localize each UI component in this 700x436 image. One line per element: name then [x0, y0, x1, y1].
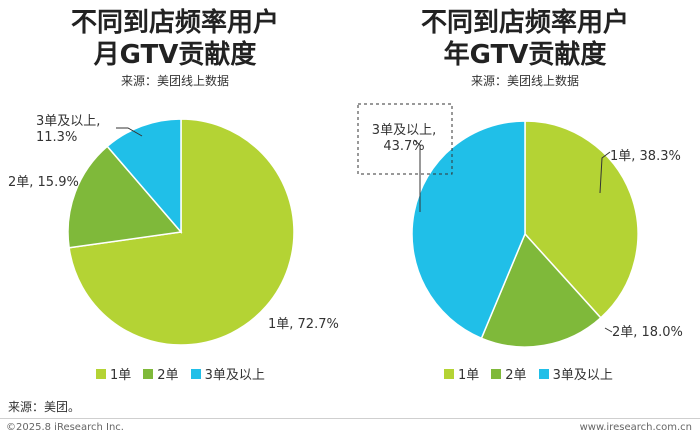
legend-item: 1单 — [444, 364, 479, 383]
legend-item: 3单及以上 — [538, 364, 613, 383]
source-note: 来源：美团。 — [8, 400, 81, 414]
legend-item: 2单 — [491, 364, 527, 383]
legend-label: 1单 — [458, 368, 480, 383]
slice-label: 2单, 15.9% — [8, 175, 79, 190]
legend-swatch — [491, 368, 502, 379]
legend-swatch — [444, 368, 454, 379]
legend-label: 3单及以上 — [552, 368, 613, 383]
chart-title-line1: 不同到店频率用户 — [420, 8, 629, 38]
legend-annual: 1单 2单 3单及以上 — [444, 364, 625, 383]
chart-subtitle: 来源：美团线上数据 — [470, 74, 579, 88]
pie-chart-monthly: 1单, 72.7% 2单, 15.9% 3单及以上,11.3% — [8, 114, 339, 346]
pie-slice — [67, 145, 183, 249]
legend-monthly: 1单 2单 3单及以上 — [96, 364, 277, 383]
legend-label: 3单及以上 — [204, 368, 265, 383]
pie-slice — [524, 120, 639, 319]
pie-slice — [106, 118, 182, 235]
chart-monthly-gtv: 不同到店频率用户 月GTV贡献度 来源：美团线上数据 1单, 72.7% 2单, … — [0, 0, 350, 400]
highlight-box — [357, 103, 453, 175]
legend-label: 2单 — [505, 368, 527, 383]
legend-label: 1单 — [110, 368, 132, 383]
label-leader-line — [413, 139, 421, 212]
legend-item: 1单 — [96, 364, 131, 383]
website-link: www.iresearch.com.cn — [579, 422, 692, 433]
label-leader-line — [116, 127, 143, 137]
pie-chart-annual: 1单, 38.3% 2单, 18.0% 3单及以上,43.7% — [357, 103, 683, 348]
legend-swatch — [143, 368, 154, 379]
slice-label: 11.3% — [36, 130, 77, 145]
legend-label: 2单 — [157, 368, 179, 383]
chart-annual-gtv: 不同到店频率用户 年GTV贡献度 来源：美团线上数据 1单, 38.3% 2单, … — [350, 0, 700, 400]
copyright-text: ©2025.8 iResearch Inc. — [6, 422, 124, 433]
pie-slice — [411, 120, 526, 340]
chart-title-line1: 不同到店频率用户 — [70, 8, 279, 38]
slice-label: 3单及以上, — [36, 114, 100, 129]
chart-subtitle: 来源：美团线上数据 — [120, 74, 229, 88]
label-leader-line — [604, 327, 613, 333]
slice-label: 1单, 72.7% — [268, 317, 339, 332]
legend-item: 2单 — [143, 364, 179, 383]
slice-label: 3单及以上, — [372, 123, 436, 138]
slice-label: 2单, 18.0% — [612, 325, 683, 340]
pie-slice — [480, 232, 602, 348]
legend-swatch — [538, 368, 549, 379]
chart-title-line2: 月GTV贡献度 — [93, 40, 257, 70]
legend-swatch — [96, 368, 106, 379]
legend-swatch — [190, 368, 201, 379]
label-leader-line — [599, 151, 611, 194]
legend-item: 3单及以上 — [190, 364, 265, 383]
slice-label: 43.7% — [383, 139, 424, 154]
slice-label: 1单, 38.3% — [610, 149, 681, 164]
footer-divider — [0, 418, 700, 419]
chart-title-line2: 年GTV贡献度 — [443, 40, 607, 70]
